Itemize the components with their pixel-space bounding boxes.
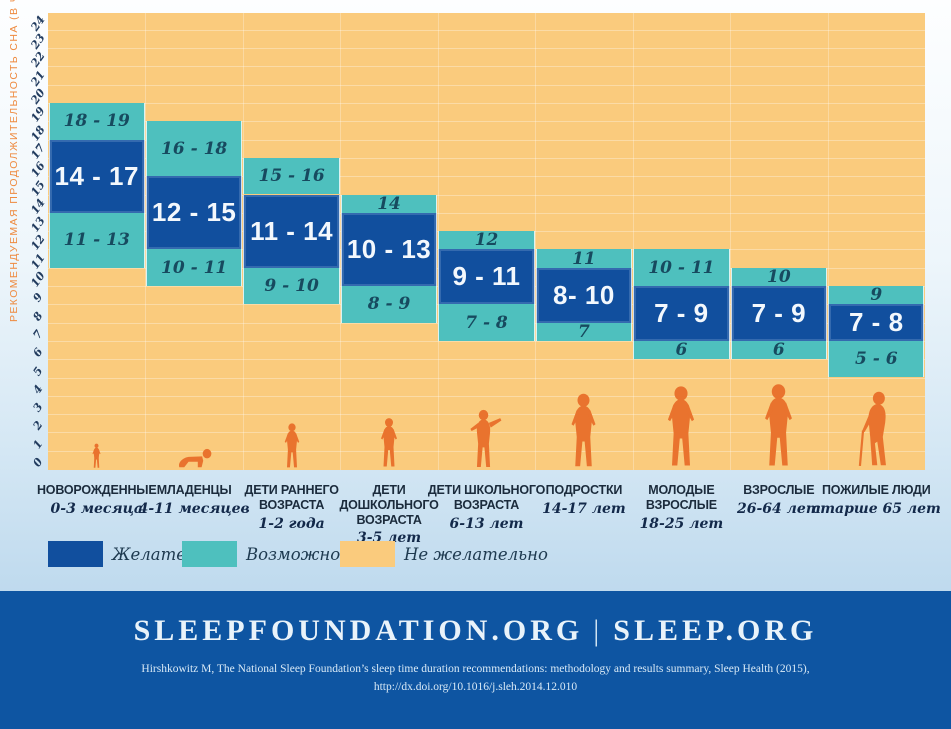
lower-range-box: 8 - 9 (340, 286, 438, 323)
age-group-age-range: 18-25 лет (639, 515, 724, 532)
sleepfoundation-org-text: SLEEPFOUNDATION.ORG (133, 614, 584, 647)
hour-gridline (48, 66, 925, 68)
column-gridline (827, 13, 829, 470)
age-group-name: ДЕТИ ДОШКОЛЬНОГО ВОЗРАСТА (339, 483, 439, 527)
citation-line-1: Hirshkowitz M, The National Sleep Founda… (141, 663, 810, 675)
newborn-baby-icon (48, 443, 145, 469)
recommended-range-box: 7 - 9 (633, 286, 730, 341)
age-group-name: НОВОРОЖДЕННЫЕ (36, 483, 157, 497)
column-gridline (632, 13, 634, 470)
recommended-range-box: 7 - 8 (828, 304, 925, 341)
footer-sites: SLEEPFOUNDATION.ORG | SLEEP.ORG (0, 591, 951, 648)
age-group-label: МЛАДЕНЦЫ 4-11 месяцев (128, 483, 260, 517)
age-group-label: ПОЖИЛЫЕ ЛЮДИ старше 65 лет (810, 483, 942, 517)
recommended-range-box: 14 - 17 (48, 139, 145, 213)
crawling-infant-icon (145, 447, 242, 469)
column-gridline (730, 13, 732, 470)
age-group-age-range: старше 65 лет (811, 500, 941, 517)
age-group-label: ПОДРОСТКИ 14-17 лет (518, 483, 650, 517)
recommended-swatch (48, 541, 103, 567)
age-group-name: ПОЖИЛЫЕ ЛЮДИ (822, 483, 931, 497)
young-adult-icon (633, 385, 730, 469)
hour-gridline (48, 121, 925, 123)
lower-range-box: 6 (633, 340, 730, 360)
upper-range-box: 14 (340, 194, 438, 214)
hour-gridline (48, 29, 925, 31)
lower-range-box: 5 - 6 (828, 340, 925, 378)
upper-range-box: 15 - 16 (243, 157, 340, 195)
preschool-child-icon (340, 417, 437, 469)
age-group-label: ДЕТИ РАННЕГО ВОЗРАСТА 1-2 года (226, 483, 358, 532)
recommended-range-box: 8- 10 (535, 267, 633, 323)
adult-icon (730, 383, 827, 469)
age-group-name: МОЛОДЫЕ ВЗРОСЛЫЕ (645, 483, 717, 512)
recommended-range-box: 10 - 13 (340, 212, 438, 286)
recommended-range-box: 11 - 14 (243, 194, 340, 268)
hour-gridline (48, 377, 925, 379)
upper-range-box: 16 - 18 (145, 121, 243, 177)
age-group-age-range: 1-2 года (258, 515, 325, 532)
school-child-icon (438, 409, 535, 469)
elderly-person-with-cane-icon (828, 389, 925, 469)
hour-gridline (48, 212, 925, 214)
upper-range-box: 9 (828, 285, 925, 305)
age-group-age-range: 14-17 лет (542, 500, 626, 517)
upper-range-box: 11 (535, 249, 633, 269)
citation: Hirshkowitz M, The National Sleep Founda… (0, 661, 951, 697)
age-group-age-range: 4-11 месяцев (138, 500, 250, 517)
age-group-name: ВЗРОСЛЫЕ (743, 483, 815, 497)
age-group-name: ДЕТИ РАННЕГО ВОЗРАСТА (244, 483, 339, 512)
age-group-label: ВЗРОСЛЫЕ 26-64 лет (713, 483, 845, 517)
hour-gridline (48, 395, 925, 397)
lower-range-box: 7 (535, 322, 633, 342)
sleep-org-text: SLEEP.ORG (613, 614, 818, 647)
hour-gridline (48, 103, 925, 104)
chart-plot-area: 18 - 19 14 - 17 11 - 13 16 - 18 12 - 15 10 -… (48, 13, 925, 470)
lower-range-box: 11 - 13 (48, 212, 145, 268)
recommended-range-box: 12 - 15 (145, 176, 243, 250)
legend-label: Не желательно (404, 544, 548, 564)
upper-range-box: 18 - 19 (48, 103, 145, 140)
lower-range-box: 6 (730, 340, 828, 360)
toddler-icon (243, 423, 340, 469)
lower-range-box: 9 - 10 (243, 267, 340, 305)
age-group-name: МЛАДЕНЦЫ (156, 483, 232, 497)
hour-gridline (48, 176, 925, 178)
hour-gridline (48, 194, 925, 196)
y-axis-tick: 24 (28, 13, 48, 34)
age-group-name: ДЕТИ ШКОЛЬНОГО ВОЗРАСТА (427, 483, 546, 512)
lower-range-box: 7 - 8 (438, 304, 535, 341)
may-be-appropriate-swatch (182, 541, 237, 567)
hour-gridline (48, 157, 925, 159)
upper-range-box: 12 (438, 230, 535, 250)
y-axis-title: РЕКОМЕНДУЕМАЯ ПРОДОЛЖИТЕЛЬНОСТЬ СНА (В Ч… (8, 0, 20, 322)
lower-range-box: 10 - 11 (145, 249, 243, 286)
hour-gridline (48, 359, 925, 361)
age-group-age-range: 6-13 лет (449, 515, 524, 532)
teenager-icon (535, 393, 632, 469)
footer-band: SLEEPFOUNDATION.ORG | SLEEP.ORG Hirshkowit… (0, 591, 951, 729)
citation-line-2: http://dx.doi.org/10.1016/j.sleh.2014.12… (373, 680, 578, 693)
age-group-name: ПОДРОСТКИ (545, 483, 623, 497)
legend-label: Возможно (246, 544, 341, 564)
age-group-label: НОВОРОЖДЕННЫЕ 0-3 месяца (31, 483, 163, 517)
recommended-range-box: 9 - 11 (438, 249, 535, 305)
hour-gridline (48, 84, 925, 86)
not-recommended-swatch (340, 541, 395, 567)
age-group-age-range: 0-3 месяца (50, 500, 143, 517)
age-group-label: ДЕТИ ШКОЛЬНОГО ВОЗРАСТА 6-13 лет (421, 483, 553, 532)
hour-gridline (48, 139, 925, 141)
separator: | (593, 614, 604, 647)
recommended-range-box: 7 - 9 (730, 286, 828, 341)
hour-gridline (48, 48, 925, 50)
age-group-label: МОЛОДЫЕ ВЗРОСЛЫЕ 18-25 лет (615, 483, 747, 532)
age-group-age-range: 26-64 лет (737, 500, 821, 517)
legend-item-not-recommended: Не желательно (340, 541, 548, 567)
upper-range-box: 10 (730, 267, 828, 287)
legend-item-may-be-appropriate: Возможно (182, 541, 340, 567)
column-gridline (535, 13, 537, 470)
hour-gridline (48, 340, 925, 342)
upper-range-box: 10 - 11 (633, 249, 730, 286)
